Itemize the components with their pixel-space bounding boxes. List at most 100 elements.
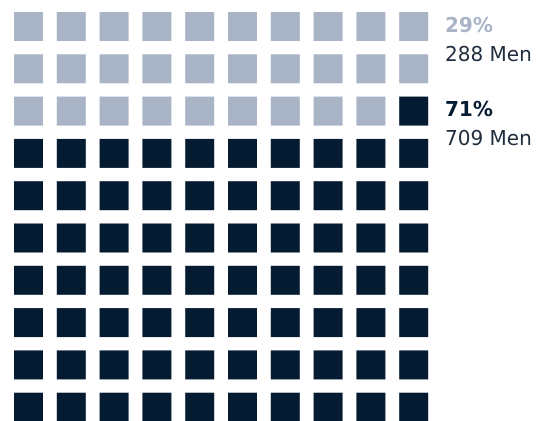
waffle-cell-light bbox=[399, 54, 429, 84]
waffle-cell-dark bbox=[228, 181, 257, 211]
waffle-cell-dark bbox=[356, 350, 386, 380]
waffle-cell-light bbox=[185, 12, 215, 41]
waffle-cell-light bbox=[313, 12, 343, 41]
waffle-cell-dark bbox=[14, 223, 43, 253]
waffle-cell-dark bbox=[399, 308, 429, 338]
legend-count-dark: 709 Men bbox=[445, 126, 532, 150]
waffle-cell-dark bbox=[399, 350, 429, 380]
waffle-cell-dark bbox=[14, 308, 43, 338]
waffle-cell-dark bbox=[270, 181, 300, 211]
waffle-cell-light bbox=[228, 54, 257, 84]
waffle-cell-light bbox=[399, 12, 429, 41]
waffle-cell-dark bbox=[228, 392, 257, 421]
waffle-cell-dark bbox=[99, 392, 129, 421]
waffle-cell-dark bbox=[270, 392, 300, 421]
waffle-cell-light bbox=[56, 12, 86, 41]
waffle-cell-dark bbox=[356, 181, 386, 211]
waffle-cell-light bbox=[228, 12, 257, 41]
waffle-cell-light bbox=[56, 96, 86, 126]
waffle-cell-light bbox=[313, 96, 343, 126]
legend-percent-dark: 71% bbox=[445, 97, 493, 121]
waffle-cell-dark bbox=[228, 265, 257, 295]
waffle-cell-dark bbox=[185, 181, 215, 211]
waffle-cell-dark bbox=[99, 181, 129, 211]
waffle-cell-dark bbox=[399, 265, 429, 295]
waffle-cell-dark bbox=[313, 308, 343, 338]
waffle-cell-light bbox=[14, 54, 43, 84]
waffle-cell-dark bbox=[356, 308, 386, 338]
legend-entry-light: 29% 288 Men bbox=[445, 15, 532, 64]
waffle-cell-dark bbox=[99, 265, 129, 295]
waffle-cell-dark bbox=[399, 181, 429, 211]
waffle-cell-dark bbox=[14, 181, 43, 211]
waffle-cell-light bbox=[185, 54, 215, 84]
waffle-cell-dark bbox=[313, 392, 343, 421]
waffle-cell-dark bbox=[185, 138, 215, 168]
waffle-cell-dark bbox=[142, 223, 172, 253]
waffle-cell-light bbox=[356, 96, 386, 126]
waffle-cell-dark bbox=[14, 265, 43, 295]
waffle-cell-dark bbox=[356, 223, 386, 253]
waffle-cell-dark bbox=[399, 392, 429, 421]
waffle-cell-dark bbox=[99, 308, 129, 338]
waffle-cell-dark bbox=[185, 350, 215, 380]
waffle-chart bbox=[14, 12, 429, 421]
waffle-cell-dark bbox=[228, 138, 257, 168]
waffle-cell-dark bbox=[270, 265, 300, 295]
waffle-cell-light bbox=[270, 12, 300, 41]
waffle-cell-dark bbox=[228, 350, 257, 380]
waffle-cell-dark bbox=[99, 350, 129, 380]
waffle-cell-dark bbox=[185, 265, 215, 295]
waffle-cell-dark bbox=[185, 308, 215, 338]
waffle-cell-dark bbox=[185, 223, 215, 253]
waffle-cell-light bbox=[142, 12, 172, 41]
waffle-cell-light bbox=[99, 12, 129, 41]
waffle-cell-light bbox=[270, 96, 300, 126]
waffle-cell-dark bbox=[142, 138, 172, 168]
waffle-cell-dark bbox=[399, 96, 429, 126]
waffle-cell-dark bbox=[99, 138, 129, 168]
legend-entry-dark: 71% 709 Men bbox=[445, 99, 532, 148]
waffle-cell-light bbox=[228, 96, 257, 126]
waffle-cell-dark bbox=[313, 350, 343, 380]
waffle-cell-dark bbox=[270, 350, 300, 380]
waffle-cell-dark bbox=[142, 181, 172, 211]
waffle-cell-dark bbox=[56, 138, 86, 168]
waffle-cell-dark bbox=[185, 392, 215, 421]
waffle-cell-dark bbox=[356, 138, 386, 168]
waffle-cell-light bbox=[14, 12, 43, 41]
waffle-cell-light bbox=[356, 54, 386, 84]
waffle-cell-dark bbox=[270, 308, 300, 338]
waffle-cell-dark bbox=[142, 392, 172, 421]
waffle-cell-light bbox=[356, 12, 386, 41]
waffle-cell-dark bbox=[356, 392, 386, 421]
waffle-cell-dark bbox=[99, 223, 129, 253]
waffle-cell-dark bbox=[356, 265, 386, 295]
waffle-cell-light bbox=[270, 54, 300, 84]
waffle-cell-dark bbox=[270, 223, 300, 253]
waffle-cell-dark bbox=[56, 350, 86, 380]
waffle-cell-light bbox=[99, 54, 129, 84]
legend-count-light: 288 Men bbox=[445, 42, 532, 66]
waffle-cell-dark bbox=[313, 181, 343, 211]
waffle-cell-light bbox=[185, 96, 215, 126]
waffle-cell-dark bbox=[313, 223, 343, 253]
waffle-cell-dark bbox=[56, 181, 86, 211]
waffle-cell-dark bbox=[56, 308, 86, 338]
waffle-cell-dark bbox=[56, 223, 86, 253]
waffle-cell-dark bbox=[142, 308, 172, 338]
waffle-cell-dark bbox=[313, 265, 343, 295]
waffle-cell-dark bbox=[56, 392, 86, 421]
waffle-cell-dark bbox=[399, 138, 429, 168]
waffle-cell-light bbox=[99, 96, 129, 126]
waffle-cell-dark bbox=[142, 265, 172, 295]
waffle-cell-light bbox=[142, 96, 172, 126]
waffle-cell-dark bbox=[14, 138, 43, 168]
waffle-cell-dark bbox=[228, 223, 257, 253]
waffle-cell-dark bbox=[228, 308, 257, 338]
waffle-cell-dark bbox=[14, 392, 43, 421]
waffle-cell-dark bbox=[56, 265, 86, 295]
waffle-cell-light bbox=[14, 96, 43, 126]
waffle-cell-dark bbox=[399, 223, 429, 253]
waffle-cell-dark bbox=[313, 138, 343, 168]
